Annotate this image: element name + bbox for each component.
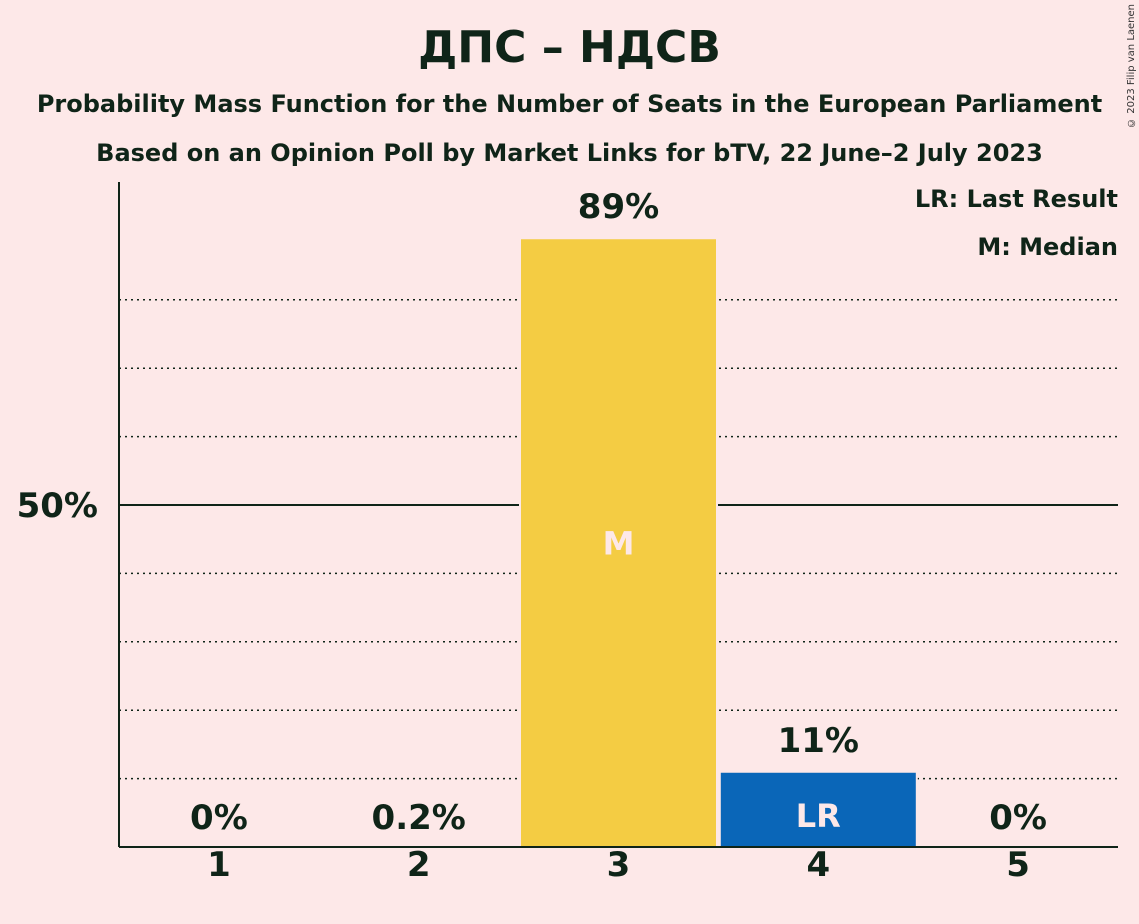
value-label: 0.2% [372, 798, 466, 838]
x-tick-label: 1 [207, 845, 231, 885]
legend-median: M: Median [977, 233, 1118, 261]
value-label: 89% [578, 187, 659, 227]
value-label: 11% [778, 721, 859, 761]
value-label: 0% [989, 798, 1047, 838]
x-tick-label: 5 [1006, 845, 1030, 885]
x-tick-label: 3 [607, 845, 631, 885]
y-tick-label: 50% [17, 486, 98, 526]
x-tick-label: 4 [806, 845, 830, 885]
bar-marker-lr: LR [796, 797, 841, 835]
chart-subtitle: Probability Mass Function for the Number… [36, 90, 1103, 118]
bar-3 [519, 237, 718, 849]
chart-source: Based on an Opinion Poll by Market Links… [96, 139, 1043, 167]
x-tick-label: 2 [407, 845, 431, 885]
bar-4 [718, 770, 918, 849]
bar-marker-m: M [603, 525, 635, 563]
legend-last-result: LR: Last Result [914, 185, 1118, 213]
value-label: 0% [190, 798, 248, 838]
chart-title: ДПС – НДСВ [418, 22, 721, 73]
